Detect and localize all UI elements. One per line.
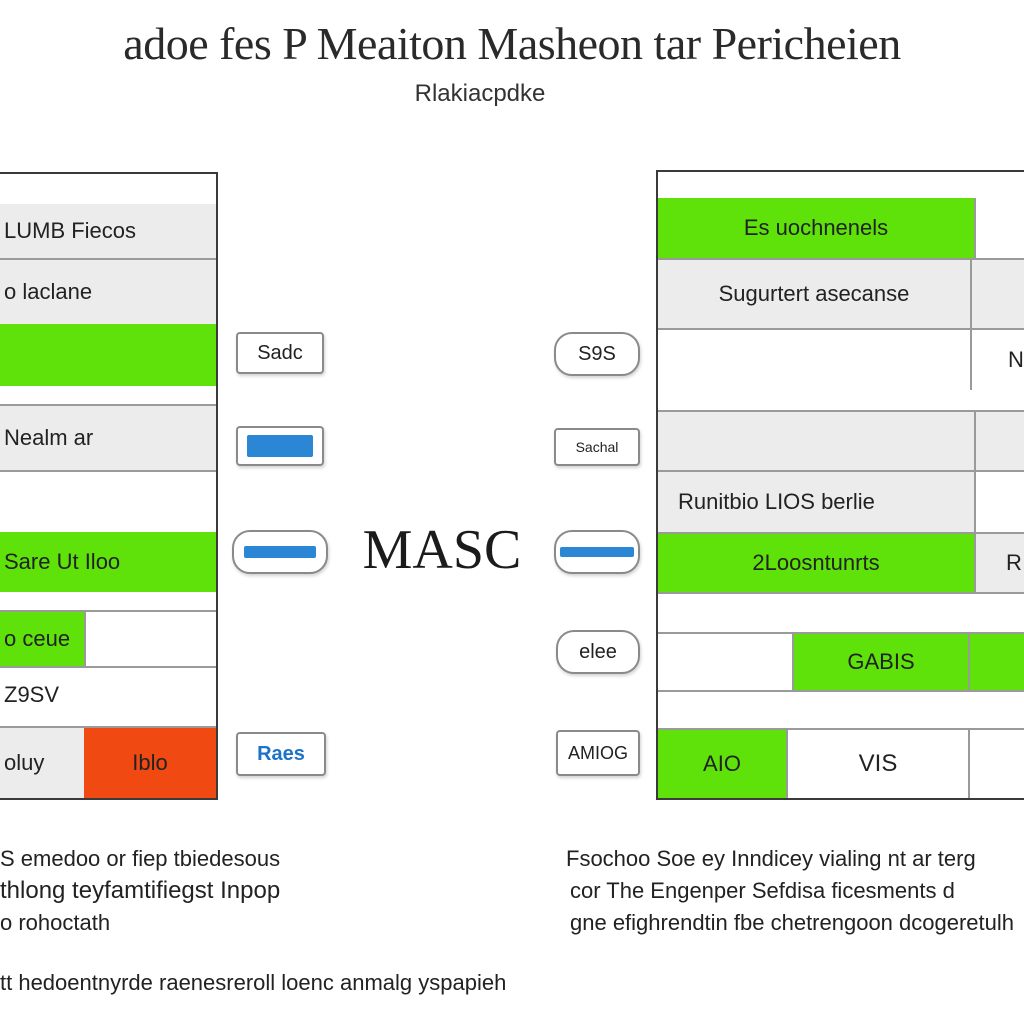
connector-box — [236, 426, 324, 466]
connector-box: Sachal — [554, 428, 640, 466]
progress-bar — [247, 435, 313, 457]
connector-pill: S9S — [554, 332, 640, 376]
page-title: adoe fes P Meaiton Masheon tar Pericheie… — [123, 18, 901, 69]
row-label: 2Loosntunrts — [752, 550, 880, 575]
table-cell — [658, 632, 792, 690]
table-cell — [84, 610, 216, 666]
connector-pill — [232, 530, 328, 574]
row-label: o laclane — [4, 279, 93, 304]
row-label: Z9SV — [4, 682, 60, 707]
table-cell — [974, 470, 1024, 532]
right-note-line: cor The Engenper Sefdisa ficesments d — [570, 878, 955, 903]
connector-box: Sadc — [236, 332, 324, 374]
connector-box: Raes — [236, 732, 326, 776]
right-note-line: Fsochoo Soe ey Inndicey vialing nt ar te… — [566, 846, 976, 871]
connector-box: AMIOG — [556, 730, 640, 776]
row-label: Sare Ut Iloo — [4, 549, 121, 574]
table-row — [0, 324, 216, 386]
table-row: 2Loosntunrts — [658, 532, 974, 592]
left-note-line: thlong teyfamtifiegst Inpop — [0, 877, 281, 904]
row-label: Runitbio LIOS berlie — [678, 489, 875, 514]
row-label: Nealm ar — [4, 425, 94, 450]
table-row: LUMB Fiecos — [0, 204, 216, 258]
row-label: Es uochnenels — [743, 215, 889, 240]
left-note-line: o rohoctath — [0, 910, 111, 935]
table-cell — [968, 632, 1024, 690]
right-note-line: gne efighrendtin fbe chetrengoon dcogere… — [570, 910, 1015, 935]
left-note-line: S emedoo or fiep tbiedesous — [0, 846, 281, 871]
table-row — [658, 410, 974, 470]
table-row: Z9SV — [0, 666, 216, 722]
progress-bar — [244, 546, 316, 558]
table-cell — [970, 258, 1024, 328]
cell-label: N — [1008, 347, 1024, 372]
cell-label: Iblo — [132, 750, 168, 775]
table-cell — [974, 198, 1024, 258]
table-row: o ceue — [0, 610, 84, 666]
cell-label: R — [1006, 550, 1022, 575]
table-cell: GABIS — [792, 632, 968, 690]
table-row: Nealm ar — [0, 404, 216, 470]
progress-bar — [560, 547, 634, 557]
highlight-cell: Iblo — [84, 726, 216, 798]
connector-pill — [554, 530, 640, 574]
table-row: Sugurtert asecanse — [658, 258, 970, 328]
left-table: LUMB Fiecos o laclane Nealm ar Sare Ut I… — [0, 172, 218, 800]
table-cell — [968, 728, 1024, 798]
table-cell: VIS — [786, 728, 968, 798]
table-row: oluy — [0, 726, 84, 798]
table-row: Runitbio LIOS berlie — [658, 470, 974, 532]
table-row — [0, 470, 216, 532]
table-row: Sare Ut Iloo — [0, 532, 216, 592]
footer-note: tt hedoentnyrde raenesreroll loenc anmal… — [0, 970, 507, 995]
row-label: Sugurtert asecanse — [718, 281, 910, 306]
table-cell — [974, 410, 1024, 470]
row-label: o ceue — [4, 626, 71, 651]
right-table: Es uochnenels Sugurtert asecanse N Runit… — [656, 170, 1024, 800]
connector-pill: elee — [556, 630, 640, 674]
row-label: LUMB Fiecos — [4, 218, 137, 243]
cell-label: VIS — [858, 750, 898, 777]
center-label: MASC — [362, 519, 522, 581]
table-row — [658, 690, 1024, 728]
row-label: GABIS — [847, 649, 915, 674]
table-cell: AIO — [658, 728, 786, 798]
table-row: o laclane — [0, 258, 216, 324]
table-cell: R — [974, 532, 1024, 592]
table-row — [658, 592, 1024, 632]
table-row — [658, 328, 970, 390]
table-cell: N — [970, 328, 1024, 390]
cell-label: AIO — [703, 751, 741, 776]
page-subtitle: Rlakiacpdke — [414, 80, 546, 107]
table-row: Es uochnenels — [658, 198, 974, 258]
row-label: oluy — [4, 750, 45, 775]
